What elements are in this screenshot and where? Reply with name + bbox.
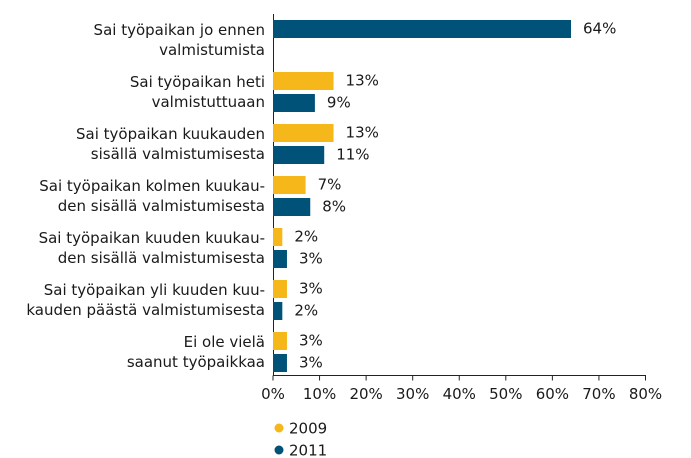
x-tick-label: 80% — [629, 385, 662, 403]
value-label: 11% — [336, 146, 369, 164]
value-label: 3% — [299, 354, 323, 372]
legend-marker — [274, 445, 284, 455]
x-tick-label: 60% — [536, 385, 569, 403]
value-label: 3% — [299, 250, 323, 268]
bar — [273, 198, 311, 216]
bar — [273, 72, 334, 90]
value-label: 3% — [299, 280, 323, 298]
value-label: 2% — [294, 228, 318, 246]
value-label: 2% — [294, 302, 318, 320]
bar — [273, 20, 571, 38]
value-label: 13% — [346, 124, 379, 142]
bar — [273, 146, 325, 164]
bar — [273, 94, 315, 112]
category-label: Sai työpaikan heti valmistuttuaan — [130, 73, 265, 111]
legend-marker — [274, 423, 284, 433]
category-label: Sai työpaikan kolmen kuukau-den sisällä … — [39, 177, 265, 215]
x-tick-label: 30% — [396, 385, 429, 403]
x-tick-label: 20% — [349, 385, 382, 403]
value-label: 13% — [346, 72, 379, 90]
bar — [273, 332, 287, 350]
value-label: 7% — [318, 176, 342, 194]
x-tick-label: 10% — [303, 385, 336, 403]
x-tick-label: 50% — [489, 385, 522, 403]
x-tick-label: 40% — [443, 385, 476, 403]
legend-label: 2009 — [289, 420, 327, 438]
value-label: 8% — [322, 198, 346, 216]
category-label: Ei ole vielä saanut työpaikkaa — [127, 333, 265, 371]
category-label: Sai työpaikan kuukauden sisällä valmistum… — [76, 125, 265, 163]
category-label: Sai työpaikan jo ennen valmistumista — [94, 21, 265, 59]
category-label: Sai työpaikan kuuden kuukau-den sisällä … — [39, 229, 265, 267]
bar — [273, 302, 283, 320]
value-label: 9% — [327, 94, 351, 112]
bar — [273, 354, 287, 372]
value-label: 3% — [299, 332, 323, 350]
bar — [273, 176, 306, 194]
x-tick-label: 70% — [582, 385, 615, 403]
x-tick-label: 0% — [261, 385, 285, 403]
legend-label: 2011 — [289, 442, 327, 458]
value-label: 64% — [583, 20, 616, 38]
category-label: Sai työpaikan yli kuuden kuu-kauden pääs… — [26, 281, 265, 319]
bar — [273, 124, 334, 142]
bar — [273, 228, 283, 246]
bar — [273, 280, 287, 298]
bar — [273, 250, 287, 268]
